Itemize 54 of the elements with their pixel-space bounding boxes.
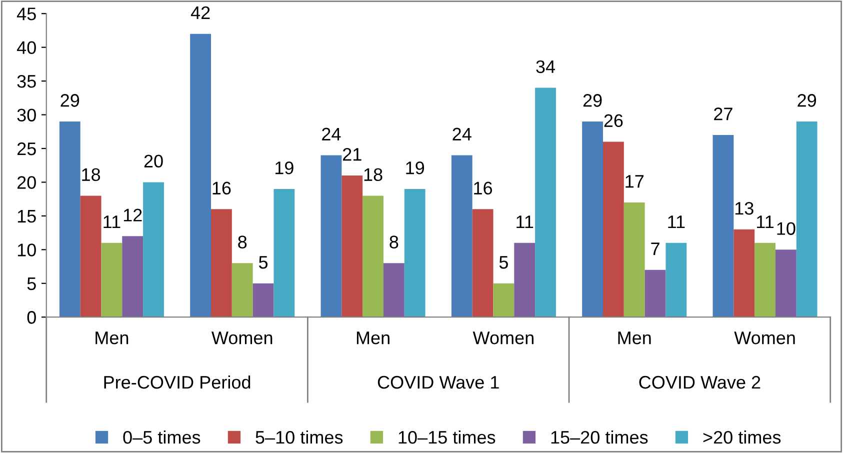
x-tick-label: Women bbox=[734, 332, 795, 344]
y-tick-label: 30 bbox=[17, 108, 36, 122]
data-label: 29 bbox=[798, 94, 816, 107]
x-tick-label: Men bbox=[618, 332, 651, 344]
y-tick-label: 40 bbox=[16, 41, 36, 54]
data-label: 20 bbox=[144, 154, 163, 168]
legend-label: 5–10 times bbox=[256, 430, 343, 444]
y-tick-label: 25 bbox=[17, 142, 36, 156]
text: COVID Wave 1 bbox=[378, 376, 499, 389]
data-label: 29 bbox=[583, 94, 602, 107]
data-label: 8 bbox=[238, 236, 247, 248]
data-label: 16 bbox=[474, 182, 492, 195]
data-label: 19 bbox=[276, 161, 294, 174]
data-label: 27 bbox=[714, 108, 732, 120]
data-label: 16 bbox=[212, 182, 231, 195]
data-label: 12 bbox=[124, 208, 142, 222]
legend-label: 15–20 times bbox=[551, 430, 648, 444]
data-label: 5 bbox=[499, 256, 508, 269]
data-label: 24 bbox=[452, 128, 472, 140]
data-label: 19 bbox=[406, 161, 424, 174]
legend-label: 0–5 times bbox=[123, 430, 200, 444]
data-label: 11 bbox=[668, 216, 685, 228]
data-label: 18 bbox=[364, 168, 382, 182]
y-tick-label: 35 bbox=[17, 74, 36, 88]
data-label: 13 bbox=[735, 202, 754, 215]
legend-label: 10–15 times bbox=[398, 430, 496, 444]
data-label: 34 bbox=[536, 60, 556, 74]
y-tick-label: 10 bbox=[18, 244, 36, 256]
data-label: 24 bbox=[322, 128, 341, 140]
x-tick-label: Men bbox=[356, 332, 390, 344]
y-tick-label: 45 bbox=[16, 8, 36, 20]
data-label: 5 bbox=[258, 256, 268, 269]
data-label: 11 bbox=[104, 216, 120, 228]
data-label: 11 bbox=[757, 216, 774, 228]
data-label: 29 bbox=[60, 94, 80, 107]
legend-label: >20 times bbox=[703, 430, 781, 444]
y-tick-label: 0 bbox=[27, 311, 36, 324]
y-tick-label: 20 bbox=[17, 176, 36, 189]
x-tick-label: Women bbox=[211, 332, 272, 344]
data-label: 10 bbox=[777, 222, 796, 235]
x-tick-label: Women bbox=[472, 332, 534, 344]
data-label: 21 bbox=[342, 148, 362, 161]
y-tick-label: 15 bbox=[18, 210, 36, 223]
data-label: 18 bbox=[82, 168, 100, 182]
x-tick-label: Men bbox=[96, 332, 128, 344]
data-label: 11 bbox=[516, 216, 534, 228]
data-label: 7 bbox=[651, 242, 660, 256]
text: Pre-COVID Period bbox=[104, 375, 250, 389]
data-label: 8 bbox=[390, 236, 398, 248]
data-label: 17 bbox=[626, 175, 644, 188]
data-label: 26 bbox=[604, 114, 623, 128]
data-label: 42 bbox=[190, 6, 210, 19]
text: COVID Wave 2 bbox=[639, 376, 760, 389]
y-tick-label: 5 bbox=[27, 277, 36, 290]
